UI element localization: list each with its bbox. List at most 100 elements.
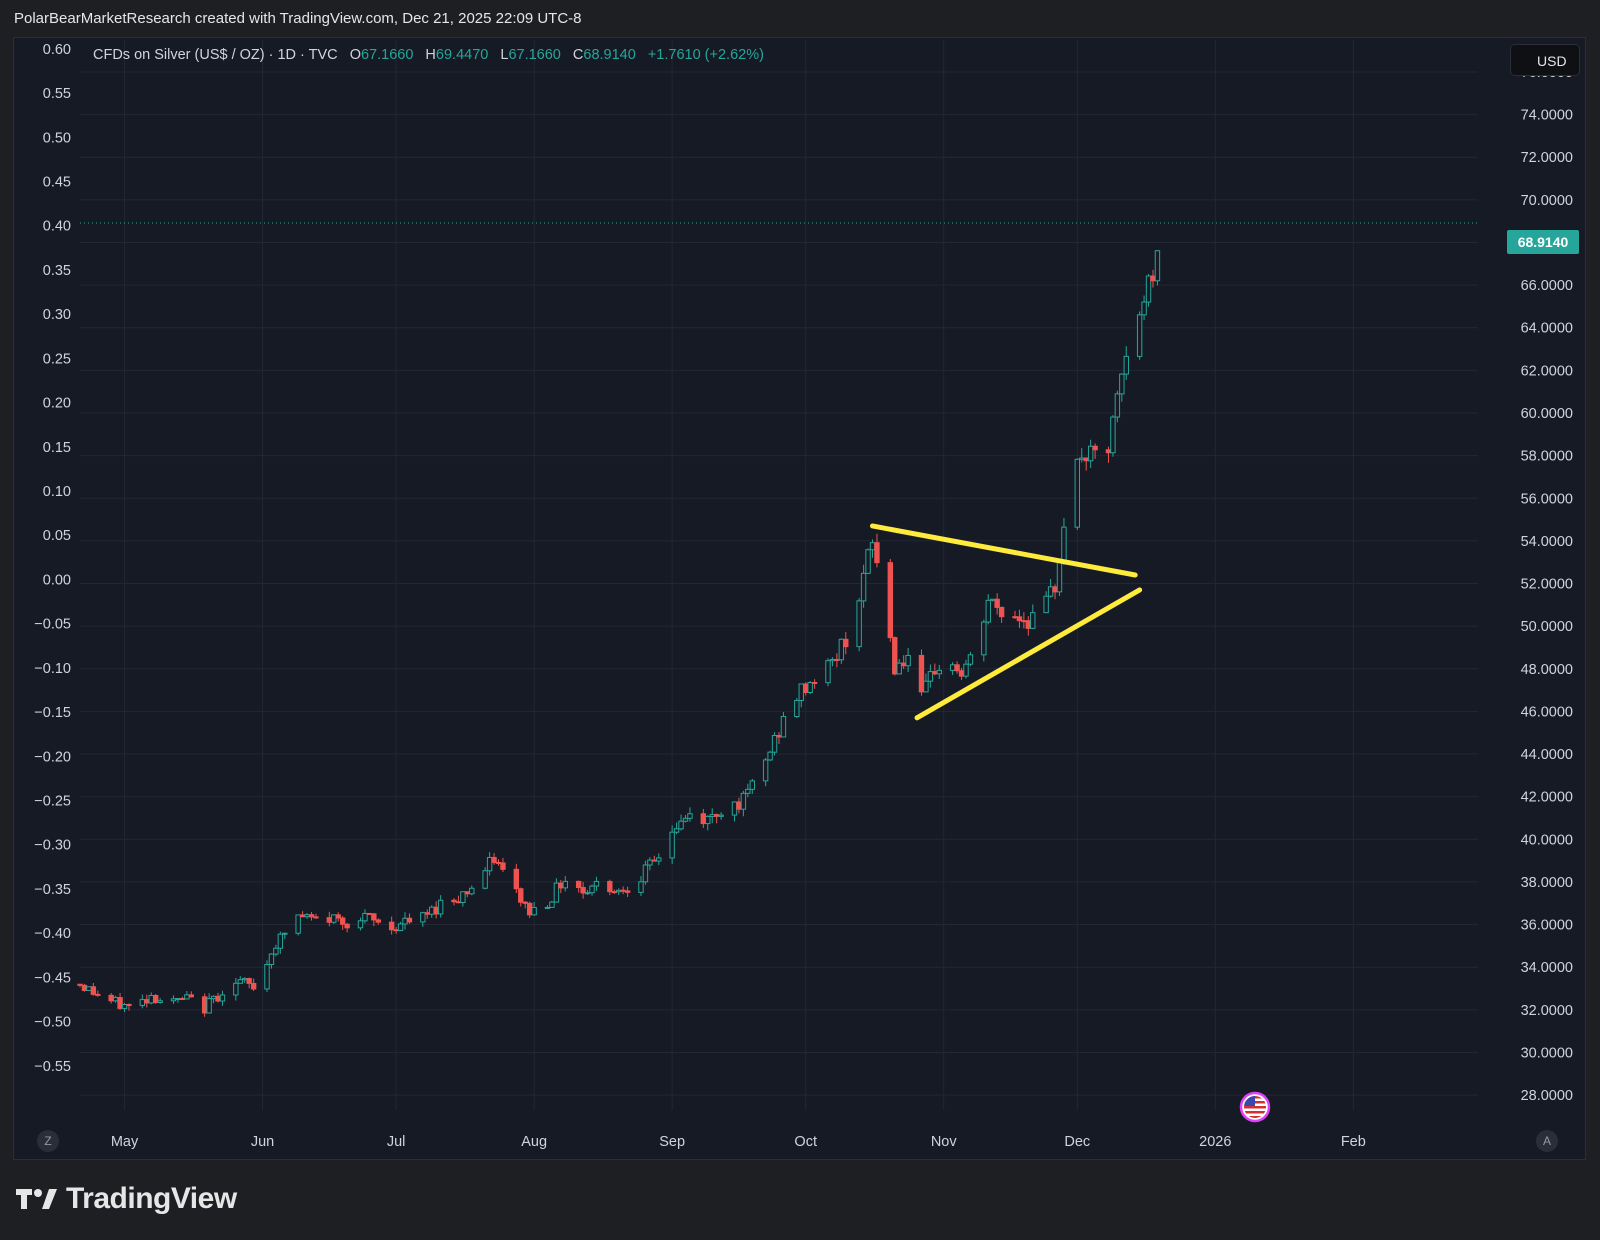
left-axis-tick-label: 0.00 (43, 572, 71, 588)
candle-up (170, 998, 177, 1002)
candle-up (584, 892, 591, 895)
candle-up (460, 891, 466, 903)
candle-up (731, 801, 738, 816)
trendline (869, 523, 1138, 578)
time-axis-label: Feb (1341, 1134, 1366, 1150)
candle-up (794, 699, 800, 718)
left-axis-tick-label: 0.15 (43, 440, 71, 456)
candles (77, 250, 1161, 1017)
right-axis-tick-label: 62.0000 (1521, 363, 1573, 379)
symbol-legend[interactable]: CFDs on Silver (US$ / OZ) · 1D · TVC O67… (93, 47, 764, 63)
time-axis-label: Oct (794, 1134, 817, 1150)
candle-down (932, 671, 938, 675)
symbol-name[interactable]: CFDs on Silver (US$ / OZ) · 1D · TVC (93, 47, 338, 63)
time-axis-label: Jun (251, 1134, 274, 1150)
candle-up (139, 999, 146, 1006)
candle-down (803, 683, 809, 693)
candle-down (1092, 445, 1098, 451)
candle-down (1105, 449, 1112, 454)
candle-up (838, 638, 845, 661)
open-label: O (349, 47, 361, 63)
candle-down (918, 654, 925, 693)
right-axis-tick-label: 66.0000 (1521, 278, 1573, 294)
candle-down (152, 995, 159, 1003)
candle-up (869, 542, 876, 551)
candle-down (95, 993, 101, 996)
candle-up (469, 887, 475, 895)
candle-up (1087, 445, 1094, 462)
right-axis-tick-label: 36.0000 (1521, 918, 1573, 934)
candle-up (544, 906, 551, 909)
chart-pane[interactable] (13, 37, 1586, 1160)
chart-attribution: PolarBearMarketResearch created with Tra… (14, 10, 582, 27)
candle-down (900, 662, 907, 667)
right-axis-tick-label: 40.0000 (1521, 832, 1573, 848)
candle-down (335, 914, 341, 919)
candle-up (562, 880, 568, 889)
candle-up (678, 820, 684, 830)
candle-down (313, 916, 319, 919)
candle-up (157, 1000, 163, 1003)
candle-up (682, 817, 689, 822)
left-axis-tick-label: 0.20 (43, 396, 71, 412)
right-axis-tick-label: 60.0000 (1521, 406, 1573, 422)
candle-down (90, 986, 97, 995)
auto-scale-button[interactable]: A (1536, 1130, 1558, 1152)
candle-up (718, 814, 724, 817)
right-axis-tick-label: 38.0000 (1521, 875, 1573, 891)
candle-up (762, 759, 769, 782)
right-axis-tick-label: 56.0000 (1521, 491, 1573, 507)
time-axis-label: 2026 (1199, 1134, 1231, 1150)
tradingview-logo[interactable]: TradingView (16, 1182, 237, 1216)
candle-up (268, 953, 275, 965)
time-axis-label: Jul (387, 1134, 406, 1150)
candle-down (81, 984, 88, 991)
candle-up (669, 831, 675, 859)
candle-down (1016, 616, 1023, 622)
candle-up (829, 658, 836, 662)
right-axis-tick-label: 48.0000 (1521, 662, 1573, 678)
candle-up (277, 933, 284, 949)
candle-up (1136, 314, 1143, 357)
left-axis-tick-label: 0.50 (43, 130, 71, 146)
time-axis-label: Nov (931, 1134, 958, 1150)
candle-up (357, 920, 364, 929)
candle-up (749, 780, 755, 790)
right-axis-tick-label: 58.0000 (1521, 449, 1573, 465)
candle-up (273, 947, 279, 955)
us-flag-icon[interactable] (1239, 1091, 1271, 1123)
left-axis-tick-label: −0.15 (34, 705, 71, 721)
candle-down (77, 983, 83, 986)
candle-down (201, 996, 208, 1014)
candle-up (647, 859, 653, 866)
right-axis-tick-label: 30.0000 (1521, 1045, 1573, 1061)
candle-up (242, 978, 248, 981)
candle-down (433, 906, 439, 915)
time-axis-label: Aug (521, 1134, 547, 1150)
right-axis-tick-label: 32.0000 (1521, 1003, 1573, 1019)
candle-up (780, 716, 787, 738)
left-scale-button[interactable]: Z (37, 1130, 59, 1152)
candle-down (406, 917, 413, 923)
candle-up (264, 963, 270, 990)
right-axis-tick-label: 28.0000 (1521, 1088, 1573, 1104)
left-axis-tick-label: 0.40 (43, 219, 71, 235)
candle-up (184, 994, 190, 1000)
currency-selector[interactable]: USD (1510, 44, 1580, 76)
candle-up (1043, 595, 1049, 614)
brand-name: TradingView (66, 1182, 237, 1215)
right-price-scale: 28.0000 30.0000 32.0000 34.0000 36.0000 38.00… (1521, 65, 1573, 1104)
candle-up (1119, 373, 1125, 395)
candle-up (1061, 526, 1067, 562)
candle-down (366, 912, 373, 915)
candle-up (1030, 612, 1036, 629)
candle-down (326, 917, 333, 923)
candle-up (206, 998, 212, 1014)
left-axis-tick-label: 0.25 (43, 351, 71, 367)
candle-up (531, 906, 537, 916)
candle-up (282, 932, 288, 935)
candle-up (233, 982, 239, 996)
candle-down (607, 880, 613, 893)
candle-down (117, 997, 123, 1009)
